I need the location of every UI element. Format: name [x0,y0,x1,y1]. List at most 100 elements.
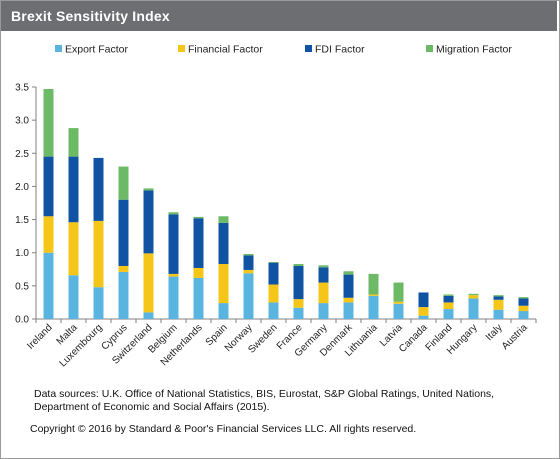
bar-canada-export-factor [418,315,429,319]
bar-malta-financial-factor [68,222,79,276]
x-tick-label: Italy [484,322,505,343]
bar-lithuania-financial-factor [368,294,379,296]
bar-hungary-export-factor [468,298,479,319]
bar-canada-financial-factor [418,307,429,316]
bar-finland-fdi-factor [443,295,454,303]
bar-belgium-fdi-factor [168,214,179,274]
bar-denmark-migration-factor [343,271,354,275]
bar-denmark-financial-factor [343,297,354,303]
bar-hungary-migration-factor [468,293,479,296]
bar-germany-migration-factor [318,265,329,268]
y-tick-label: 3.0 [15,116,29,127]
legend-swatch-financial-factor [178,45,185,52]
bar-sweden-fdi-factor [268,262,279,285]
bar-switzerland-export-factor [143,312,154,319]
bar-netherlands-export-factor [193,277,204,319]
bar-canada-fdi-factor [418,292,429,308]
bar-italy-export-factor [493,309,504,319]
y-tick-label: 2.0 [15,182,29,193]
copyright-note: Copyright © 2016 by Standard & Poor's Fi… [30,423,417,435]
bar-austria-export-factor [518,311,529,319]
bar-spain-export-factor [218,303,229,319]
y-tick-label: 0.5 [15,281,29,292]
bar-lithuania-export-factor [368,295,379,319]
bar-switzerland-financial-factor [143,253,154,313]
legend-swatch-migration-factor [426,45,433,52]
bar-sweden-migration-factor [268,261,279,263]
bar-latvia-export-factor [393,303,404,319]
bar-denmark-export-factor [343,302,354,319]
legend: Export Factor Financial Factor FDI Factor M… [55,44,512,56]
title-bar: Brexit Sensitivity Index [1,1,557,31]
bar-norway-financial-factor [243,269,254,274]
bar-malta-export-factor [68,275,79,319]
bar-switzerland-fdi-factor [143,190,154,254]
bars [43,88,529,319]
y-tick-label: 0.0 [15,315,29,326]
bar-austria-financial-factor [518,305,529,312]
legend-swatch-fdi-factor [305,45,312,52]
bar-ireland-fdi-factor [43,156,54,217]
bar-denmark-fdi-factor [343,274,354,298]
bar-spain-fdi-factor [218,222,229,264]
bar-lithuania-migration-factor [368,273,379,295]
bar-germany-fdi-factor [318,267,329,283]
bar-finland-financial-factor [443,302,454,310]
bar-cyprus-migration-factor [118,166,129,200]
bar-cyprus-financial-factor [118,265,129,272]
bar-belgium-financial-factor [168,273,179,277]
bar-france-migration-factor [293,263,304,266]
bar-germany-export-factor [318,303,329,319]
bar-france-fdi-factor [293,265,304,300]
bar-latvia-financial-factor [393,301,404,304]
chart-title: Brexit Sensitivity Index [11,8,170,24]
bar-finland-migration-factor [443,294,454,296]
legend-swatch-export-factor [55,45,62,52]
bar-norway-migration-factor [243,254,254,256]
bar-netherlands-fdi-factor [193,218,204,268]
bar-malta-fdi-factor [68,156,79,223]
bar-belgium-export-factor [168,276,179,319]
bar-finland-export-factor [443,309,454,319]
bar-italy-fdi-factor [493,296,504,300]
x-tick-label: Austria [500,322,530,352]
bar-spain-migration-factor [218,216,229,223]
bar-austria-fdi-factor [518,298,529,306]
bar-france-export-factor [293,307,304,319]
bar-cyprus-fdi-factor [118,199,129,266]
x-tick-labels: Ireland MaltaLuxembourgCyprusSwitzerlandB… [25,322,530,370]
bar-spain-financial-factor [218,263,229,304]
y-tick-label: 2.5 [15,149,29,160]
bar-france-financial-factor [293,299,304,308]
bar-sweden-financial-factor [268,284,279,303]
bar-sweden-export-factor [268,302,279,319]
bar-luxembourg-financial-factor [93,220,104,288]
y-tick-label: 1.0 [15,248,29,259]
x-tick-label: Canada [397,322,430,355]
bar-netherlands-migration-factor [193,216,204,219]
bar-luxembourg-fdi-factor [93,157,104,221]
bar-norway-export-factor [243,273,254,319]
legend-label: FDI Factor [315,44,365,56]
source-note: Data sources: U.K. Office of National St… [34,388,495,413]
bar-ireland-export-factor [43,252,54,319]
bar-malta-migration-factor [68,128,79,157]
bar-latvia-migration-factor [393,282,404,302]
bar-germany-financial-factor [318,282,329,304]
bar-ireland-financial-factor [43,216,54,253]
bar-cyprus-export-factor [118,271,129,319]
x-tick-label: Ireland [25,322,54,351]
y-tick-label: 3.5 [15,83,29,94]
bar-hungary-financial-factor [468,295,479,299]
bar-italy-migration-factor [493,295,504,297]
bar-austria-migration-factor [518,297,529,299]
legend-label: Migration Factor [436,44,512,56]
y-tick-label: 1.5 [15,215,29,226]
bar-netherlands-financial-factor [193,267,204,278]
bar-ireland-migration-factor [43,88,54,157]
legend-label: Export Factor [65,44,129,56]
bar-italy-financial-factor [493,299,504,310]
bar-norway-fdi-factor [243,255,254,270]
